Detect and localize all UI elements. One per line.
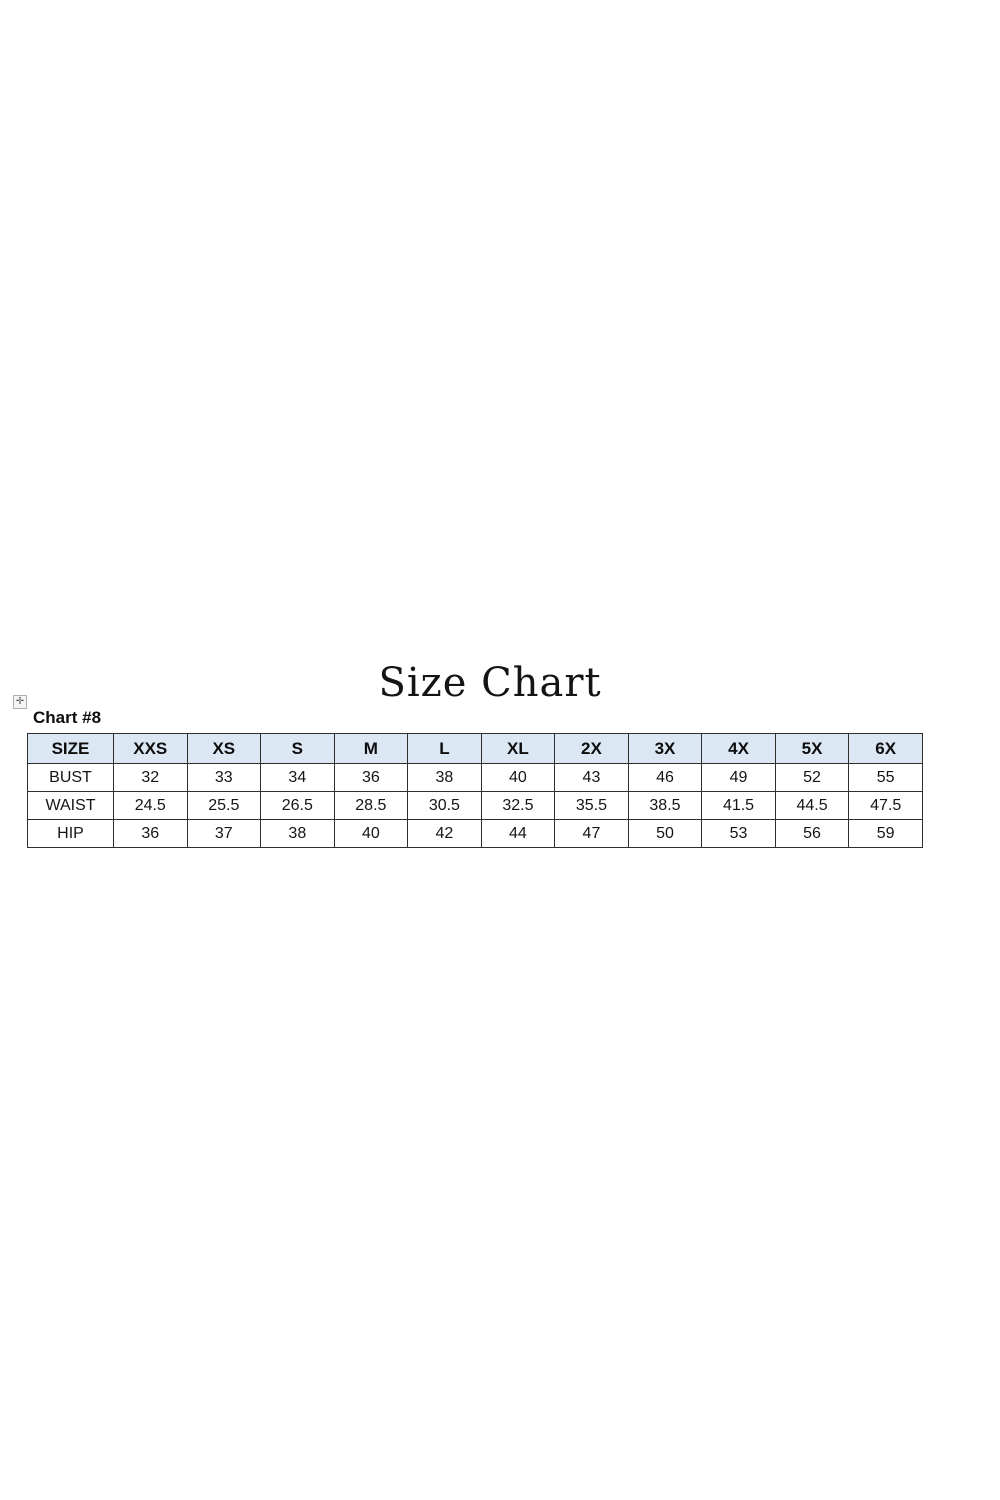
table-cell: 41.5 [701, 791, 776, 820]
column-header-5x: 5X [774, 733, 850, 764]
column-header-l: L [407, 733, 482, 764]
table-cell: 55 [848, 763, 923, 792]
table-cell: 32.5 [480, 791, 556, 820]
size-chart-table: SIZE XXS XS S M L XL 2X 3X 4X 5X 6X BUST 32 33 34 36 38 4… [27, 733, 923, 848]
row-label-bust: BUST [27, 763, 114, 792]
column-header-4x: 4X [701, 733, 776, 764]
table-header-row: SIZE XXS XS S M L XL 2X 3X 4X 5X 6X [27, 733, 923, 764]
table-cell: 25.5 [186, 791, 262, 820]
table-cell: 49 [701, 763, 776, 792]
table-cell: 26.5 [260, 791, 335, 820]
table-cell: 44.5 [774, 791, 850, 820]
table-cell: 40 [480, 763, 556, 792]
chart-number-label: Chart #8 [33, 708, 102, 727]
column-header-m: M [333, 733, 409, 764]
table-cell: 35.5 [554, 791, 629, 820]
column-header-xl: XL [480, 733, 556, 764]
row-label-hip: HIP [27, 819, 114, 848]
table-cell: 34 [260, 763, 335, 792]
table-cell: 47 [554, 819, 629, 848]
column-header-2x: 2X [554, 733, 629, 764]
table-cell: 52 [774, 763, 850, 792]
table-cell: 50 [627, 819, 703, 848]
column-header-3x: 3X [627, 733, 703, 764]
table-cell: 38 [260, 819, 335, 848]
column-header-xs: XS [186, 733, 262, 764]
table-cell: 43 [554, 763, 629, 792]
table-body: BUST 32 33 34 36 38 40 43 46 49 52 55 WAIST 24.5 25.5 2… [27, 763, 923, 848]
column-header-s: S [260, 733, 335, 764]
table-cell: 32 [113, 763, 188, 792]
table-cell: 37 [186, 819, 262, 848]
page-title: Size Chart [378, 660, 602, 706]
table-cell: 38 [407, 763, 482, 792]
table-cell: 42 [407, 819, 482, 848]
table-cell: 44 [480, 819, 556, 848]
table-cell: 59 [848, 819, 923, 848]
table-cell: 28.5 [333, 791, 409, 820]
table-cell: 36 [113, 819, 188, 848]
table-row-hip: HIP 36 37 38 40 42 44 47 50 53 56 59 [27, 819, 923, 848]
column-header-6x: 6X [848, 733, 923, 764]
table-cell: 24.5 [113, 791, 188, 820]
table-cell: 47.5 [848, 791, 923, 820]
table-cell: 38.5 [627, 791, 703, 820]
table-cell: 40 [333, 819, 409, 848]
row-label-waist: WAIST [27, 791, 114, 820]
table-cell: 46 [627, 763, 703, 792]
column-header-xxs: XXS [113, 733, 188, 764]
table-row-waist: WAIST 24.5 25.5 26.5 28.5 30.5 32.5 35.5 38.5 41.… [27, 791, 923, 820]
table-cell: 53 [701, 819, 776, 848]
table-cell: 36 [333, 763, 409, 792]
table-move-handle-icon[interactable]: ✛ [13, 695, 27, 709]
table-cell: 30.5 [407, 791, 482, 820]
table-cell: 56 [774, 819, 850, 848]
table-row-bust: BUST 32 33 34 36 38 40 43 46 49 52 55 [27, 763, 923, 792]
table-cell: 33 [186, 763, 262, 792]
column-header-size: SIZE [27, 733, 114, 764]
